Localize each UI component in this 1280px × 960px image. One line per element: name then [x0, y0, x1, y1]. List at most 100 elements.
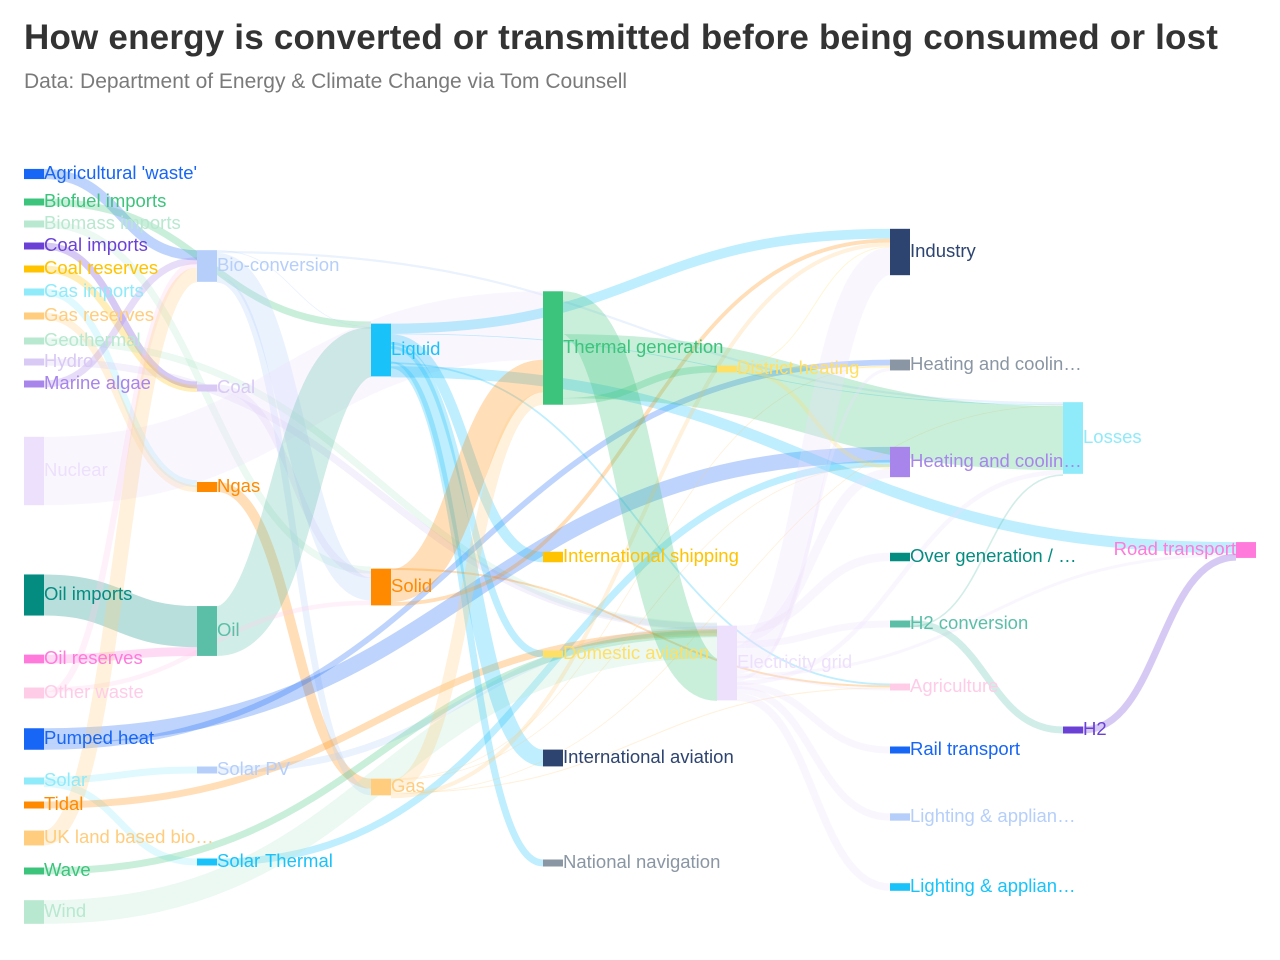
link-coal-to-solid[interactable] — [216, 384, 372, 579]
link-solid-to-thermal-generation[interactable] — [388, 359, 546, 603]
node-wave[interactable] — [24, 867, 44, 875]
link-coal-imports-to-coal[interactable] — [43, 242, 198, 389]
link-electricity-grid-to-h2-conversion[interactable] — [736, 620, 891, 649]
link-electricity-grid-to-rail-transport[interactable] — [736, 682, 891, 754]
link-solar-to-solar-thermal[interactable] — [43, 780, 198, 866]
node-bio-conversion[interactable] — [197, 250, 217, 282]
link-gas-to-heating-and-cooling-commercial[interactable] — [390, 365, 891, 780]
node-marine-algae[interactable] — [24, 380, 44, 388]
node-coal[interactable] — [197, 384, 217, 392]
link-gas-to-industry[interactable] — [390, 242, 891, 799]
node-other-waste[interactable] — [24, 687, 44, 699]
node-hydro[interactable] — [24, 358, 44, 366]
link-pumped-heat-to-heating-and-cooling-homes[interactable] — [43, 446, 891, 744]
link-solid-to-agriculture[interactable] — [390, 568, 891, 688]
node-coal-reserves[interactable] — [24, 265, 44, 273]
node-pumped-heat[interactable] — [24, 728, 44, 750]
link-electricity-grid-to-road-transport[interactable] — [736, 553, 1237, 677]
link-hydro-to-electricity-grid[interactable] — [43, 358, 718, 631]
link-oil-reserves-to-oil[interactable] — [43, 647, 198, 664]
node-ngas[interactable] — [197, 481, 217, 493]
link-district-heating-to-heating-and-cooling-homes[interactable] — [736, 368, 891, 469]
node-heating-and-cooling-commercial[interactable] — [890, 359, 910, 371]
link-gas-to-thermal-generation[interactable] — [389, 392, 545, 793]
node-gas-reserves[interactable] — [24, 312, 44, 320]
link-h2-conversion-to-losses[interactable] — [909, 474, 1064, 628]
link-liquid-to-national-navigation[interactable] — [390, 361, 544, 867]
node-road-transport[interactable] — [1236, 542, 1256, 558]
node-heating-and-cooling-homes[interactable] — [890, 446, 910, 478]
link-h2-conversion-to-h2[interactable] — [909, 619, 1064, 734]
node-geothermal[interactable] — [24, 337, 44, 345]
node-tidal[interactable] — [24, 801, 44, 809]
node-over-generation-exports[interactable] — [890, 552, 910, 562]
node-nuclear[interactable] — [24, 436, 44, 506]
link-oil-to-liquid[interactable] — [212, 327, 376, 656]
node-lighting-appliances-commercial[interactable] — [890, 813, 910, 821]
node-rail-transport[interactable] — [890, 746, 910, 754]
node-international-shipping[interactable] — [543, 551, 563, 563]
link-electricity-grid-to-industry[interactable] — [734, 247, 893, 674]
link-bio-conversion-to-gas[interactable] — [216, 275, 372, 796]
link-oil-imports-to-oil[interactable] — [43, 574, 198, 648]
node-thermal-generation[interactable] — [543, 291, 563, 405]
link-liquid-to-international-shipping[interactable] — [390, 334, 544, 563]
link-marine-algae-to-bio-conversion[interactable] — [43, 257, 198, 388]
node-oil-imports[interactable] — [24, 574, 44, 616]
node-coal-imports[interactable] — [24, 242, 44, 250]
link-wave-to-electricity-grid[interactable] — [43, 630, 718, 875]
link-liquid-to-industry[interactable] — [390, 228, 891, 334]
link-gas-to-agriculture[interactable] — [390, 687, 891, 794]
node-electricity-grid[interactable] — [717, 625, 737, 701]
link-biomass-imports-to-solid[interactable] — [43, 220, 372, 574]
node-solar-pv[interactable] — [197, 766, 217, 774]
link-electricity-grid-to-over-generation-exports[interactable] — [736, 552, 891, 635]
link-gas-to-losses[interactable] — [390, 405, 1064, 795]
link-solar-to-solar-pv[interactable] — [43, 766, 198, 784]
node-district-heating[interactable] — [717, 365, 737, 373]
link-district-heating-to-industry[interactable] — [736, 246, 891, 367]
node-solar-thermal[interactable] — [197, 858, 217, 866]
node-industry[interactable] — [890, 228, 910, 276]
node-domestic-aviation[interactable] — [543, 650, 563, 658]
link-pumped-heat-to-heating-and-cooling-commercial[interactable] — [43, 359, 891, 750]
link-gas-reserves-to-ngas[interactable] — [43, 312, 198, 493]
node-uk-land-based-bioenergy[interactable] — [24, 830, 44, 846]
link-uk-land-based-bioenergy-to-bio-conversion[interactable] — [42, 267, 199, 846]
node-h2[interactable] — [1063, 726, 1083, 734]
link-liquid-to-international-aviation[interactable] — [389, 345, 545, 767]
link-bio-conversion-to-solid[interactable] — [215, 253, 373, 601]
link-ngas-to-gas[interactable] — [216, 481, 372, 789]
node-wind[interactable] — [24, 900, 44, 924]
link-electricity-grid-to-agriculture[interactable] — [736, 675, 891, 691]
link-liquid-to-agriculture[interactable] — [390, 362, 891, 686]
link-solid-to-industry[interactable] — [390, 238, 891, 606]
link-agricultural-waste-to-bio-conversion[interactable] — [43, 168, 198, 261]
node-national-navigation[interactable] — [543, 859, 563, 867]
node-agriculture[interactable] — [890, 683, 910, 691]
node-gas-imports[interactable] — [24, 288, 44, 296]
node-h2-conversion[interactable] — [890, 620, 910, 628]
link-thermal-generation-to-electricity-grid[interactable] — [558, 291, 722, 701]
link-electricity-grid-to-losses[interactable] — [736, 470, 1064, 686]
node-solid[interactable] — [371, 568, 391, 606]
node-losses[interactable] — [1063, 402, 1083, 474]
link-geothermal-to-electricity-grid[interactable] — [43, 337, 718, 630]
link-tidal-to-electricity-grid[interactable] — [43, 629, 718, 809]
link-electricity-grid-to-heating-and-cooling-commercial[interactable] — [736, 367, 891, 681]
link-thermal-generation-to-district-heating[interactable] — [562, 365, 718, 405]
link-other-waste-to-bio-conversion[interactable] — [43, 261, 198, 699]
link-nuclear-to-thermal-generation[interactable] — [43, 291, 544, 506]
node-lighting-appliances-homes[interactable] — [890, 883, 910, 891]
node-agricultural-waste[interactable] — [24, 168, 44, 180]
link-liquid-to-domestic-aviation[interactable] — [390, 341, 544, 658]
link-thermal-generation-to-losses[interactable] — [562, 334, 1064, 471]
link-solar-pv-to-electricity-grid[interactable] — [216, 626, 718, 774]
link-electricity-grid-to-lighting-appliances-commercial[interactable] — [736, 686, 891, 821]
link-bio-conversion-to-liquid[interactable] — [216, 250, 372, 328]
link-gas-imports-to-ngas[interactable] — [43, 288, 198, 488]
node-oil-reserves[interactable] — [24, 654, 44, 664]
link-coal-reserves-to-coal[interactable] — [43, 265, 198, 393]
node-biofuel-imports[interactable] — [24, 198, 44, 206]
node-international-aviation[interactable] — [543, 749, 563, 767]
